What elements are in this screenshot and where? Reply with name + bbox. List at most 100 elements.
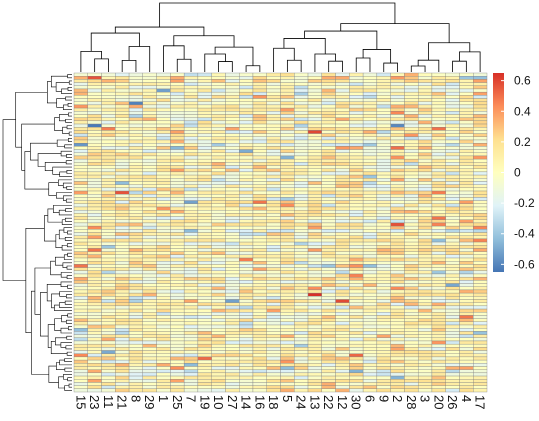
heatmap-cell (362, 324, 378, 329)
heatmap-cell (115, 261, 130, 265)
heatmap-cell (362, 321, 378, 326)
heatmap-cell (101, 229, 116, 233)
heatmap-cell (307, 178, 322, 182)
heatmap-cell (101, 382, 116, 386)
heatmap-cell (87, 91, 102, 96)
heatmap-cell (404, 190, 419, 195)
heatmap-cell (101, 168, 116, 173)
heatmap-cell (128, 209, 144, 214)
heatmap-cell (197, 280, 212, 284)
heatmap-cell (307, 353, 322, 358)
heatmap-cell (473, 363, 488, 367)
heatmap-cell (225, 187, 240, 192)
column-label: 6 (362, 395, 377, 402)
heatmap-cell (128, 200, 144, 204)
dendrogram-branch (64, 358, 72, 362)
heatmap-cell (307, 280, 322, 284)
heatmap-cell (294, 117, 309, 122)
heatmap-cell (115, 184, 130, 189)
heatmap-cell (404, 331, 419, 335)
heatmap-cell (115, 82, 130, 86)
heatmap-cell (170, 286, 185, 291)
heatmap-cell (225, 382, 240, 386)
heatmap-cell (335, 111, 350, 115)
heatmap-cell (390, 123, 405, 128)
heatmap-cell (376, 267, 391, 271)
heatmap-cell (252, 79, 267, 83)
heatmap-cell (183, 203, 199, 208)
heatmap-cell (115, 238, 130, 243)
heatmap-cell (239, 162, 254, 166)
heatmap-cell (362, 123, 378, 128)
heatmap-cell (239, 372, 254, 377)
heatmap-cell (307, 79, 322, 83)
heatmap-cell (252, 324, 267, 329)
heatmap-cell (404, 321, 419, 326)
heatmap-cell (417, 299, 433, 303)
heatmap-cell (183, 216, 199, 220)
heatmap-cell (280, 337, 295, 342)
heatmap-cell (225, 308, 240, 313)
heatmap-cell (307, 197, 322, 201)
heatmap-cell (252, 165, 267, 169)
heatmap-cell (266, 146, 281, 150)
heatmap-cell (266, 120, 281, 125)
heatmap-cell (294, 152, 309, 157)
heatmap-cell (294, 359, 309, 364)
heatmap-cell (252, 120, 267, 125)
heatmap-cell (417, 146, 433, 150)
heatmap-cell (239, 174, 254, 179)
heatmap-cell (156, 292, 171, 297)
heatmap-cell (197, 238, 212, 243)
heatmap-cell (294, 318, 309, 322)
heatmap-cell (349, 261, 364, 265)
heatmap-cell (225, 181, 240, 185)
dendrogram-branch (114, 26, 205, 36)
heatmap-cell (239, 91, 254, 96)
heatmap-cell (362, 203, 378, 208)
heatmap-cell (128, 324, 144, 329)
heatmap-cell (280, 312, 295, 316)
heatmap-cell (252, 123, 267, 128)
heatmap-cell (128, 235, 144, 240)
heatmap-cell (115, 289, 130, 294)
heatmap-cell (390, 302, 405, 307)
heatmap-cell (252, 155, 267, 160)
heatmap-cell (252, 382, 267, 386)
heatmap-cell (266, 133, 281, 137)
heatmap-cell (307, 162, 322, 166)
heatmap-cell (280, 283, 295, 287)
heatmap-cell (473, 149, 488, 153)
heatmap-cell (128, 283, 144, 287)
heatmap-cell (280, 363, 295, 367)
heatmap-cell (431, 299, 446, 303)
heatmap-cell (404, 229, 419, 233)
heatmap-cell (294, 174, 309, 179)
heatmap-cell (473, 248, 488, 252)
heatmap-cell (280, 127, 295, 131)
heatmap-cell (473, 152, 488, 157)
heatmap-cell (252, 143, 267, 147)
heatmap-cell (142, 312, 157, 316)
heatmap-cell (307, 372, 322, 377)
heatmap-cell (128, 117, 144, 122)
heatmap-cell (142, 359, 157, 364)
heatmap-cell (307, 359, 322, 364)
heatmap-cell (128, 350, 144, 354)
heatmap-cell (307, 85, 322, 90)
heatmap-cell (142, 85, 157, 90)
heatmap-cell (211, 181, 226, 185)
heatmap-cell (239, 203, 254, 208)
heatmap-cell (266, 375, 281, 380)
heatmap-cell (115, 219, 130, 224)
heatmap-cell (307, 123, 322, 128)
heatmap-cell (445, 385, 460, 389)
heatmap-cell (252, 98, 267, 102)
heatmap-cell (156, 120, 171, 125)
heatmap-cell (211, 292, 226, 297)
heatmap-cell (417, 209, 433, 214)
column-label: 5 (280, 395, 295, 402)
heatmap-cell (266, 385, 281, 389)
heatmap-cell (431, 369, 446, 374)
heatmap-cell (417, 264, 433, 268)
